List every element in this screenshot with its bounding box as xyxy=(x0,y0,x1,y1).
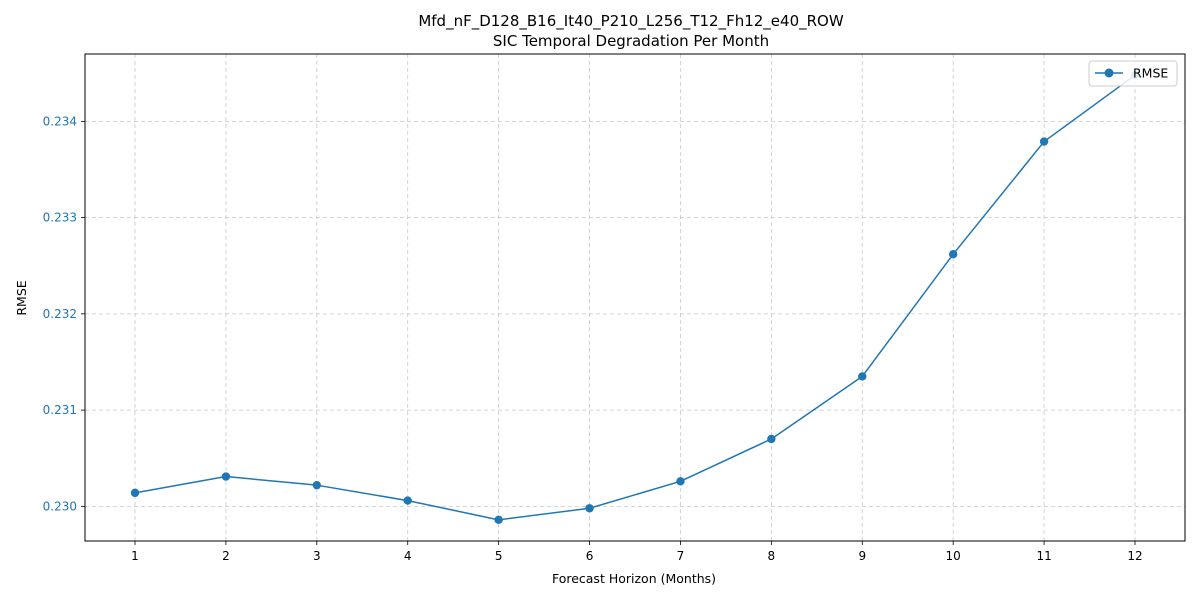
data-point xyxy=(494,515,503,525)
x-tick-label: 3 xyxy=(313,549,321,563)
data-point xyxy=(221,472,231,481)
y-tick-label: 0.230 xyxy=(43,499,77,513)
legend-label: RMSE xyxy=(1133,66,1168,81)
x-axis-label: Forecast Horizon (Months) xyxy=(552,571,716,586)
x-tick-label: 11 xyxy=(1036,549,1051,563)
chart-subtitle: SIC Temporal Degradation Per Month xyxy=(493,32,769,50)
chart-title: Mfd_nF_D128_B16_It40_P210_L256_T12_Fh12_… xyxy=(418,12,844,31)
x-tick-label: 6 xyxy=(586,549,594,563)
data-point xyxy=(585,504,594,513)
data-point xyxy=(858,372,867,381)
legend-box xyxy=(1088,60,1178,87)
legend: RMSE xyxy=(1088,60,1178,87)
x-tick-label: 4 xyxy=(404,549,412,563)
legend-marker-swatch xyxy=(1104,68,1114,78)
y-tick-label: 0.231 xyxy=(43,403,77,417)
grid xyxy=(85,54,1185,541)
data-point xyxy=(767,434,776,444)
x-axis-ticks: 1 2 3 4 5 6 7 8 9 10 11 12 xyxy=(131,541,1143,563)
x-tick-label: 8 xyxy=(768,549,776,563)
x-tick-label: 5 xyxy=(495,549,503,563)
data-point xyxy=(1039,137,1049,146)
data-point xyxy=(948,249,958,259)
data-point xyxy=(403,496,412,505)
y-tick-label: 0.233 xyxy=(43,211,77,225)
x-tick-label: 1 xyxy=(131,549,139,563)
y-axis-ticks: 0.230 0.231 0.232 0.233 0.234 xyxy=(43,114,85,513)
x-tick-label: 7 xyxy=(677,549,685,563)
data-point xyxy=(676,477,685,486)
data-point xyxy=(130,488,140,498)
y-tick-label: 0.232 xyxy=(43,307,77,321)
x-tick-label: 12 xyxy=(1127,549,1142,563)
data-point xyxy=(312,480,322,490)
series-line-rmse xyxy=(134,74,1136,521)
y-axis-label: RMSE xyxy=(14,280,29,315)
plot-frame xyxy=(84,53,1186,542)
x-tick-label: 10 xyxy=(946,549,961,563)
x-tick-label: 2 xyxy=(222,549,230,563)
series-layer xyxy=(130,70,1140,525)
y-tick-label: 0.234 xyxy=(43,114,77,128)
x-tick-label: 9 xyxy=(858,549,866,563)
